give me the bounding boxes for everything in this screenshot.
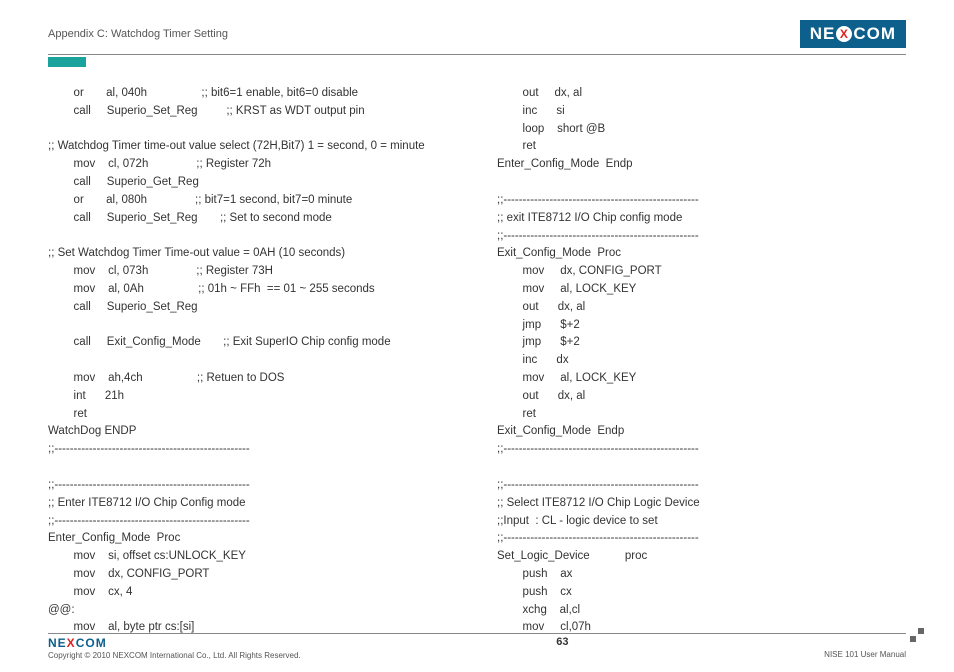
footer-logo: NEXCOM <box>48 636 301 650</box>
manual-title: NISE 101 User Manual <box>824 650 906 659</box>
code-column-left: or al, 040h ;; bit6=1 enable, bit6=0 dis… <box>48 85 457 637</box>
logo: NEXCOM <box>800 20 906 48</box>
page: Appendix C: Watchdog Timer Setting NEXCO… <box>0 0 954 672</box>
footer-divider <box>48 633 906 634</box>
page-number: 63 <box>301 636 824 648</box>
footer-row: NEXCOM Copyright © 2010 NEXCOM Internati… <box>48 636 906 660</box>
corner-decoration <box>910 628 924 642</box>
header-row: Appendix C: Watchdog Timer Setting NEXCO… <box>48 20 906 48</box>
copyright-text: Copyright © 2010 NEXCOM International Co… <box>48 651 301 660</box>
logo-text-right: COM <box>853 24 896 44</box>
content-columns: or al, 040h ;; bit6=1 enable, bit6=0 dis… <box>48 85 906 637</box>
footer-logo-right: COM <box>76 636 107 650</box>
footer-logo-x-icon: X <box>67 636 76 650</box>
breadcrumb: Appendix C: Watchdog Timer Setting <box>48 28 228 40</box>
accent-bar <box>48 57 86 67</box>
footer-left: NEXCOM Copyright © 2010 NEXCOM Internati… <box>48 636 301 660</box>
code-column-right: out dx, al inc si loop short @B ret Ente… <box>497 85 906 637</box>
logo-x-icon: X <box>836 26 852 42</box>
footer-logo-left: NE <box>48 636 67 650</box>
header-divider <box>48 54 906 55</box>
logo-text-left: NE <box>810 24 836 44</box>
footer-right: NISE 101 User Manual <box>824 636 906 659</box>
footer: NEXCOM Copyright © 2010 NEXCOM Internati… <box>48 633 906 660</box>
